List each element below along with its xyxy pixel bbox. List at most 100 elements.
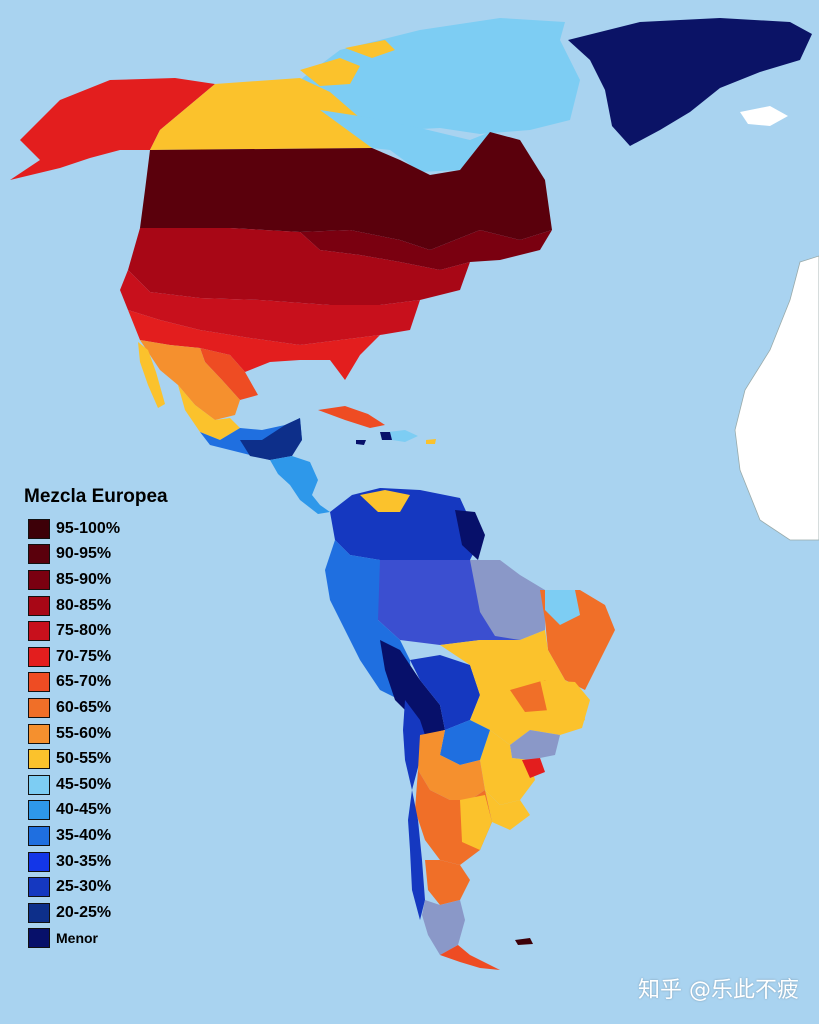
argentina-pampas	[460, 795, 492, 850]
legend-swatch	[28, 518, 50, 539]
legend-swatch	[28, 774, 50, 795]
legend-swatch	[28, 749, 50, 770]
legend-swatch	[28, 697, 50, 718]
canada-south	[140, 132, 552, 250]
legend-label: 50-55%	[56, 750, 112, 768]
legend-item: 25-30%	[22, 874, 212, 900]
usa-south	[128, 310, 380, 380]
legend-swatch	[28, 569, 50, 590]
nunavut-region	[320, 110, 490, 172]
legend-item: 50-55%	[22, 746, 212, 772]
legend-label: 80-85%	[56, 596, 112, 614]
legend-label: 65-70%	[56, 673, 112, 691]
legend-label: 40-45%	[56, 801, 112, 819]
legend-item: 85-90%	[22, 567, 212, 593]
brazil-southeast	[540, 680, 590, 735]
bolivia	[410, 655, 480, 730]
brazil-south-red	[522, 758, 545, 778]
venezuela-yellow	[360, 490, 410, 512]
legend-label: 35-40%	[56, 826, 112, 844]
mexico-southeast	[240, 418, 302, 460]
guianas	[455, 510, 485, 560]
legend-item: 80-85%	[22, 593, 212, 619]
andes-indigenous	[380, 640, 445, 735]
haiti	[380, 432, 392, 440]
legend-label: 85-90%	[56, 570, 112, 588]
legend-label: 60-65%	[56, 698, 112, 716]
canada-east	[300, 230, 552, 270]
argentina-north	[418, 730, 485, 800]
legend-item: Menor	[22, 926, 212, 952]
africa-region	[734, 255, 819, 541]
legend-label: 95-100%	[56, 519, 121, 537]
arctic-islands-yellow	[300, 40, 395, 86]
chile-central	[408, 790, 425, 920]
usa-texas	[200, 348, 258, 400]
legend-swatch	[28, 928, 50, 949]
legend-item: 45-50%	[22, 772, 212, 798]
legend-swatch	[28, 544, 50, 565]
mexico-central	[178, 385, 240, 440]
legend-item: 35-40%	[22, 823, 212, 849]
paraguay	[440, 720, 490, 765]
legend-title: Mezcla Europea	[24, 486, 168, 507]
legend-label: Menor	[56, 930, 98, 947]
legend-item: 75-80%	[22, 618, 212, 644]
legend: Mezcla Europea 95-100% 90-95% 85-90% 80-85%…	[22, 486, 212, 951]
legend-label: 45-50%	[56, 775, 112, 793]
mexico-north	[140, 340, 240, 420]
watermark: 知乎 @乐此不疲	[638, 978, 799, 1003]
legend-swatch	[28, 800, 50, 821]
argentina-patagonia-south	[422, 900, 465, 955]
tierra-del-fuego	[440, 945, 500, 970]
legend-item: 30-35%	[22, 849, 212, 875]
legend-label: 20-25%	[56, 903, 112, 921]
legend-swatch	[28, 621, 50, 642]
legend-item: 90-95%	[22, 542, 212, 568]
northwest-canada	[150, 78, 372, 150]
legend-item: 70-75%	[22, 644, 212, 670]
usa-north	[128, 228, 470, 305]
legend-item: 40-45%	[22, 798, 212, 824]
legend-item: 95-100%	[22, 516, 212, 542]
brazil-south	[480, 730, 535, 805]
falklands	[515, 938, 533, 945]
legend-label: 90-95%	[56, 545, 112, 563]
jamaica	[356, 440, 366, 445]
legend-swatch	[28, 723, 50, 744]
colombia-venezuela	[330, 488, 480, 570]
central-america	[270, 456, 330, 514]
brazil-amazon-east	[470, 560, 545, 640]
legend-label: 55-60%	[56, 724, 112, 742]
legend-item: 65-70%	[22, 670, 212, 696]
baja-california	[138, 342, 165, 408]
puerto-rico	[426, 439, 436, 444]
legend-label: 25-30%	[56, 878, 112, 896]
greenland-region	[568, 18, 812, 146]
brazil-rio	[510, 730, 560, 760]
hispaniola	[388, 430, 418, 442]
legend-swatch	[28, 646, 50, 667]
argentina-patagonia-north	[425, 860, 470, 905]
legend-swatch	[28, 851, 50, 872]
legend-label: 30-35%	[56, 852, 112, 870]
legend-label: 70-75%	[56, 647, 112, 665]
legend-item: 60-65%	[22, 695, 212, 721]
legend-swatch	[28, 825, 50, 846]
legend-item: 20-25%	[22, 900, 212, 926]
usa-central	[120, 270, 420, 345]
legend-item: 55-60%	[22, 721, 212, 747]
legend-swatch	[28, 877, 50, 898]
alaska-region	[10, 78, 215, 180]
iceland-region	[740, 106, 788, 126]
legend-label: 75-80%	[56, 622, 112, 640]
legend-swatch	[28, 595, 50, 616]
chile-north	[403, 700, 425, 790]
legend-items: 95-100% 90-95% 85-90% 80-85% 75-80% 70-75% 65-…	[22, 516, 212, 951]
cuba	[318, 406, 385, 428]
legend-swatch	[28, 672, 50, 693]
brazil-northeast-light	[545, 590, 580, 625]
uruguay	[485, 790, 530, 830]
legend-swatch	[28, 902, 50, 923]
